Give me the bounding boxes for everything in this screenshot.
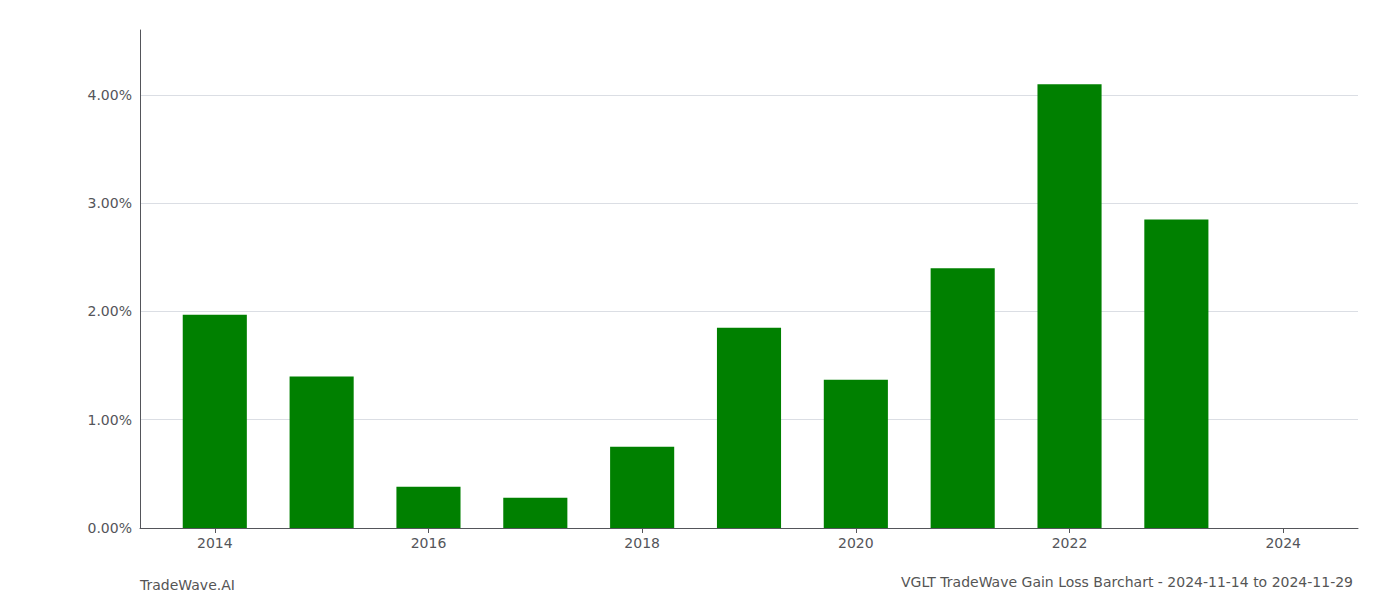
svg-text:TradeWave.AI: TradeWave.AI (139, 577, 235, 593)
svg-text:1.00%: 1.00% (88, 412, 132, 428)
svg-text:2.00%: 2.00% (88, 303, 132, 319)
svg-text:4.00%: 4.00% (88, 87, 132, 103)
svg-text:2018: 2018 (624, 535, 660, 551)
svg-text:2022: 2022 (1052, 535, 1088, 551)
svg-text:2024: 2024 (1265, 535, 1301, 551)
svg-text:3.00%: 3.00% (88, 195, 132, 211)
svg-text:VGLT TradeWave Gain Loss Barch: VGLT TradeWave Gain Loss Barchart - 2024… (901, 574, 1353, 590)
svg-text:0.00%: 0.00% (88, 520, 132, 536)
svg-text:2016: 2016 (411, 535, 447, 551)
svg-text:2014: 2014 (197, 535, 233, 551)
svg-text:2020: 2020 (838, 535, 874, 551)
